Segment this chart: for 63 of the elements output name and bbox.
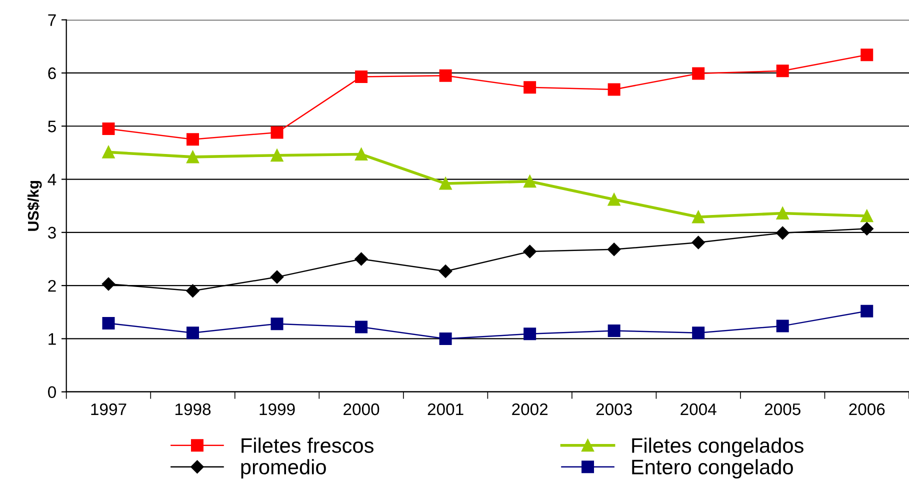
y-tick-label: 5 [48, 120, 56, 132]
point [776, 226, 790, 240]
point [186, 284, 200, 298]
point [102, 317, 115, 330]
point [270, 126, 284, 139]
point [355, 320, 368, 334]
x-tick-label: 2002 [512, 403, 548, 416]
point [102, 277, 116, 291]
point [186, 133, 200, 146]
point [524, 81, 536, 94]
point [439, 177, 452, 190]
y-tick-label: 6 [48, 67, 56, 80]
point [607, 242, 621, 256]
point [692, 236, 705, 250]
point [438, 264, 452, 278]
y-tick-label: 3 [48, 226, 56, 239]
point [860, 304, 874, 318]
point [355, 148, 368, 161]
point [102, 146, 115, 158]
point [523, 244, 536, 258]
point [776, 320, 789, 332]
y-axis-title: US$/kg [27, 180, 42, 231]
point [270, 149, 284, 162]
point [860, 222, 874, 236]
point [692, 326, 705, 340]
point [439, 69, 452, 82]
point [776, 64, 789, 78]
point [102, 122, 115, 136]
x-tick-label: 2001 [428, 403, 464, 416]
point [270, 270, 284, 284]
y-tick-label: 4 [48, 174, 56, 186]
x-tick-label: 2003 [596, 403, 632, 416]
legend-label: promedio [241, 459, 326, 479]
point [355, 70, 368, 83]
y-tick-label: 7 [48, 14, 56, 26]
x-tick-label: 1998 [175, 403, 211, 416]
point [186, 326, 200, 340]
point [186, 150, 200, 164]
x-tick-label: 2005 [764, 403, 800, 416]
x-tick-label: 2006 [849, 403, 885, 416]
legend-label: Filetes congelados [632, 438, 804, 458]
point [524, 175, 536, 188]
x-tick-label: 2000 [344, 403, 380, 416]
x-tick-label: 2004 [680, 403, 716, 416]
point [608, 324, 620, 337]
x-tick-label: 1999 [260, 403, 295, 416]
point [524, 328, 536, 340]
point [354, 252, 368, 266]
point [270, 318, 284, 330]
point [860, 48, 874, 62]
y-tick-label: 2 [48, 280, 56, 292]
y-tick-label: 1 [48, 333, 56, 345]
x-tick-label: 1997 [91, 403, 126, 416]
y-tick-label: 0 [48, 386, 56, 398]
point [608, 193, 620, 206]
point [776, 207, 789, 220]
point [860, 210, 874, 222]
point [692, 210, 705, 224]
point [439, 332, 452, 345]
point [608, 83, 620, 96]
legend-label: Entero congelado [632, 459, 793, 479]
legend-label: Filetes frescos [242, 438, 374, 453]
point [692, 67, 705, 80]
